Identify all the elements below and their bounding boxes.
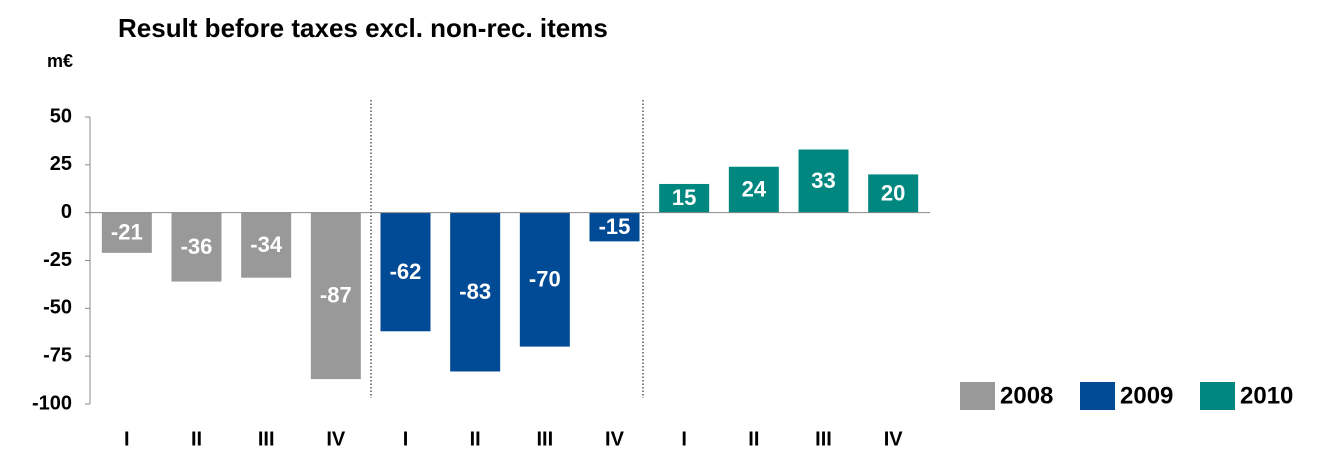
x-tick-label: III bbox=[536, 428, 553, 450]
data-label: 33 bbox=[811, 168, 835, 193]
x-tick-label: I bbox=[124, 428, 130, 450]
x-tick-label: II bbox=[191, 428, 202, 450]
x-tick-label: IV bbox=[605, 428, 625, 450]
data-label: -21 bbox=[111, 220, 143, 245]
bar bbox=[659, 183, 710, 213]
data-label: -83 bbox=[459, 279, 491, 304]
y-tick-label: 0 bbox=[61, 201, 72, 223]
y-axis-label: m€ bbox=[47, 51, 73, 71]
y-tick-label: -25 bbox=[43, 249, 72, 271]
x-tick-label: II bbox=[748, 428, 759, 450]
data-label: -62 bbox=[390, 259, 422, 284]
legend-label: 2009 bbox=[1120, 382, 1173, 409]
x-tick-label: I bbox=[403, 428, 409, 450]
bar bbox=[519, 212, 570, 347]
bar bbox=[868, 174, 919, 213]
bar bbox=[101, 212, 152, 253]
y-tick-label: -100 bbox=[32, 392, 72, 414]
x-tick-label: IV bbox=[326, 428, 346, 450]
y-tick-label: -50 bbox=[43, 297, 72, 319]
legend-swatch bbox=[1080, 382, 1115, 410]
legend-swatch bbox=[960, 382, 995, 410]
x-tick-label: IV bbox=[884, 428, 904, 450]
bar bbox=[241, 212, 292, 278]
bar bbox=[380, 212, 431, 332]
bar bbox=[171, 212, 222, 282]
data-label: -87 bbox=[320, 283, 352, 308]
bar bbox=[728, 166, 779, 213]
bar bbox=[310, 212, 361, 380]
bar bbox=[589, 212, 640, 242]
x-tick-label: I bbox=[681, 428, 687, 450]
data-label: 24 bbox=[742, 177, 767, 202]
x-tick-label: III bbox=[258, 428, 275, 450]
y-tick-label: 25 bbox=[50, 153, 72, 175]
legend-label: 2008 bbox=[1000, 382, 1053, 409]
x-tick-label: II bbox=[470, 428, 481, 450]
bar bbox=[798, 149, 849, 213]
y-tick-label: -75 bbox=[43, 344, 72, 366]
data-label: -34 bbox=[250, 232, 283, 257]
legend-label: 2010 bbox=[1240, 382, 1293, 409]
x-tick-label: III bbox=[815, 428, 832, 450]
data-label: -15 bbox=[599, 214, 631, 239]
data-label: 15 bbox=[672, 185, 696, 210]
legend-swatch bbox=[1200, 382, 1235, 410]
data-label: -36 bbox=[181, 234, 213, 259]
bar bbox=[450, 212, 501, 372]
data-label: -70 bbox=[529, 266, 561, 291]
data-label: 20 bbox=[881, 180, 905, 205]
chart-title: Result before taxes excl. non-rec. items bbox=[118, 13, 608, 43]
y-tick-label: 50 bbox=[50, 105, 72, 127]
